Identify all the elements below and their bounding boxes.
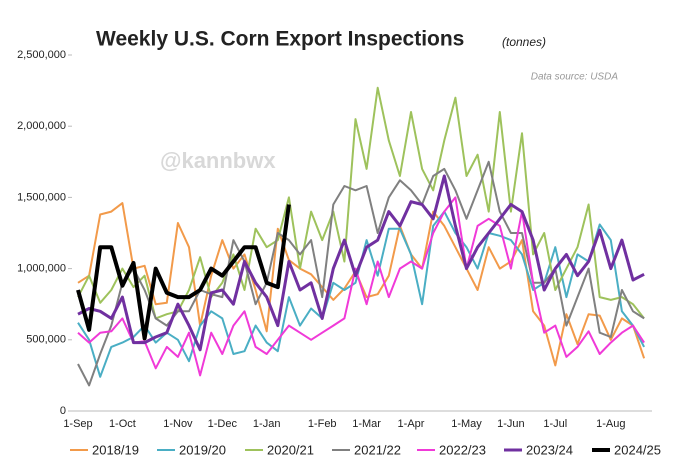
y-tick-label: 1,500,000 [17, 191, 66, 203]
legend-label: 2020/21 [267, 442, 314, 457]
x-tick-label: 1-Nov [163, 418, 193, 430]
x-tick-label: 1-Dec [208, 418, 238, 430]
x-tick-label: 1-Jul [543, 418, 567, 430]
series-line [77, 174, 645, 352]
y-tick-label: 2,000,000 [17, 120, 66, 132]
x-tick-label: 1-Sep [63, 418, 92, 430]
watermark: @kannbwx [160, 148, 276, 173]
x-tick-label: 1-Feb [308, 418, 337, 430]
x-tick-label: 1-May [451, 418, 482, 430]
legend-label: 2024/25 [614, 442, 661, 457]
source-note: Data source: USDA [531, 72, 619, 83]
y-tick-label: 1,000,000 [17, 263, 66, 275]
x-tick-label: 1-Mar [352, 418, 381, 430]
y-tick-label: 500,000 [26, 334, 66, 346]
legend-label: 2019/20 [179, 442, 226, 457]
chart-title: Weekly U.S. Corn Export Inspections [96, 28, 464, 51]
x-tick-label: 1-Jun [497, 418, 525, 430]
x-tick-label: 1-Apr [398, 418, 425, 430]
y-tick-label: 0 [60, 405, 66, 417]
series-line [77, 86, 645, 320]
chart-subtitle: (tonnes) [502, 35, 546, 49]
legend-label: 2022/23 [439, 442, 486, 457]
x-tick-label: 1-Oct [109, 418, 136, 430]
x-tick-label: 1-Jan [253, 418, 281, 430]
legend-label: 2018/19 [92, 442, 139, 457]
series-line [77, 196, 645, 377]
legend-label: 2021/22 [354, 442, 401, 457]
x-tick-label: 1-Aug [596, 418, 625, 430]
y-tick-label: 2,500,000 [17, 49, 66, 61]
series-line [76, 204, 291, 341]
legend-label: 2023/24 [526, 442, 573, 457]
